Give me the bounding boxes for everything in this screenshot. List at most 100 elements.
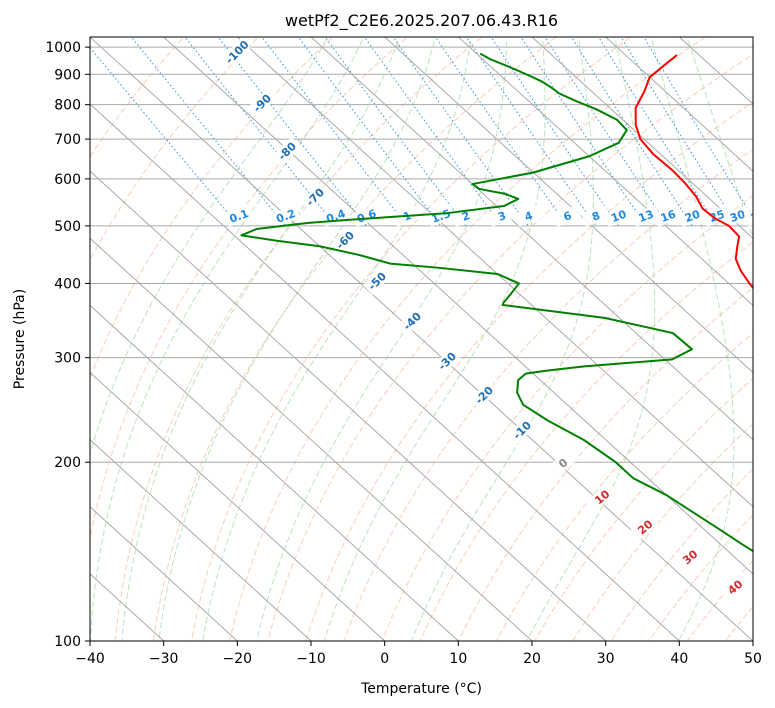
isotherm-label-bg: [507, 415, 537, 445]
mixing-ratio-label-bg: [677, 204, 707, 227]
mixing-ratio-label-bg: [487, 204, 517, 227]
dry-adiabat-line: [90, 37, 409, 541]
isotherm-label-bg: [330, 225, 360, 255]
mixing-ratio-label: 0.2: [275, 207, 298, 226]
mixing-ratio-label-bg: [552, 204, 582, 227]
mixing-ratio-label-bg: [581, 204, 611, 227]
temperature-profile-line: [634, 54, 753, 290]
dry-adiabat-line: [90, 37, 334, 380]
dry-adiabat-line: [419, 241, 753, 641]
mixing-ratio-line: [571, 37, 693, 227]
moist-adiabat-line: [323, 37, 546, 641]
mixing-ratio-label: 0.1: [228, 207, 251, 226]
x-tick-label: −40: [75, 651, 105, 667]
mixing-ratio-line: [324, 37, 467, 227]
dry-adiabat-line: [90, 37, 185, 158]
mixing-ratio-label: 30: [728, 208, 747, 226]
moist-adiabat-line: [526, 37, 656, 641]
mixing-ratio-line: [184, 37, 337, 227]
mixing-ratio-label: 16: [659, 208, 678, 226]
isotherm-line: [236, 37, 753, 508]
y-tick-label: 500: [54, 219, 81, 235]
isotherm-line: [162, 37, 753, 575]
mixing-ratio-line: [620, 37, 738, 227]
dry-adiabat-line: [190, 37, 632, 641]
chart-title: wetPf2_C2E6.2025.207.06.43.R16: [285, 11, 558, 31]
dry-adiabats: [90, 37, 753, 641]
mixing-ratio-lines: [90, 37, 753, 227]
isotherm-line: [383, 37, 753, 374]
moist-adiabat-line: [90, 37, 329, 457]
mixing-ratio-label: 0.6: [355, 207, 378, 226]
mixing-ratio-label: 20: [683, 208, 702, 226]
moist-adiabat-line: [686, 37, 753, 239]
y-tick-label: 100: [54, 634, 81, 650]
x-tick-label: 20: [523, 651, 541, 667]
isotherm-line: [90, 170, 607, 641]
pressure-gridlines: [90, 46, 753, 641]
mixing-ratio-label: 3: [496, 209, 508, 224]
x-tick-label: 50: [744, 651, 762, 667]
dry-adiabat-label-bg: [630, 513, 660, 541]
mixing-ratio-label-bg: [722, 204, 753, 227]
x-tick-label: 30: [597, 651, 615, 667]
isotherm-line: [310, 37, 753, 441]
mixing-ratio-label-bg: [426, 204, 456, 227]
isotherm-line: [90, 304, 460, 641]
y-tick-label: 900: [54, 67, 81, 83]
mixing-ratio-label: 13: [637, 208, 656, 225]
mixing-ratio-line: [434, 37, 568, 227]
mixing-ratio-label: 25: [708, 208, 727, 225]
y-tick-label: 400: [54, 276, 81, 292]
isotherm-label-bg: [222, 37, 252, 67]
mixing-ratio-label: 1.5: [430, 207, 453, 226]
mixing-ratio-label-bg: [224, 204, 254, 227]
dry-adiabat-label-bg: [720, 573, 750, 601]
mixing-ratio-label-bg: [702, 204, 732, 227]
isotherm-label-bg: [300, 182, 330, 212]
mixing-ratio-line: [130, 37, 287, 227]
mixing-ratio-label: 10: [609, 208, 628, 226]
mixing-ratio-label: 8: [590, 209, 602, 224]
moist-adiabat-line: [90, 37, 365, 641]
isotherm-line: [90, 237, 533, 641]
isotherm-line: [90, 103, 681, 641]
dry-adiabat-line: [534, 377, 753, 641]
moist-adiabat-line: [650, 37, 735, 641]
mixing-ratio-line: [544, 37, 669, 227]
dry-adiabat-line: [343, 148, 753, 641]
mixing-ratio-label-bg: [271, 204, 301, 227]
mixing-ratio-line: [598, 37, 718, 227]
isotherm-label: -100: [223, 38, 252, 67]
mixing-ratio-label: 2: [460, 209, 472, 224]
dry-adiabat-line: [572, 423, 753, 641]
mixing-ratio-line: [465, 37, 597, 227]
x-tick-label: −20: [223, 651, 253, 667]
plot-area: -100-90-80-70-60-50-40-30-20-100.1 0.2 0.4…: [90, 37, 753, 641]
plot-frame: [89, 36, 754, 642]
x-axis-label: Temperature (°C): [360, 681, 482, 697]
dry-adiabat-label-bg: [548, 449, 578, 477]
y-tick-label: 200: [54, 455, 81, 471]
isotherm-label-bg: [469, 380, 499, 410]
moist-adiabat-line: [410, 37, 594, 641]
isotherm-line: [531, 37, 753, 240]
mixing-ratio-line: [520, 37, 647, 227]
isotherm-line: [457, 37, 753, 307]
isotherm-line: [90, 506, 239, 641]
y-tick-label: 1000: [45, 40, 81, 56]
mixing-ratio-line: [490, 37, 620, 227]
mixing-ratio-line: [90, 46, 240, 227]
mixing-ratio-line: [643, 37, 753, 219]
x-tick-label: −10: [296, 651, 326, 667]
mixing-ratio-label: 6: [562, 209, 574, 224]
x-tick-label: 10: [449, 651, 467, 667]
mixing-ratio-line: [363, 37, 503, 227]
dry-adiabat-line: [90, 37, 260, 262]
mixing-ratio-label: 4: [523, 209, 535, 224]
y-tick-label: 700: [54, 132, 81, 148]
mixing-ratio-line: [261, 37, 408, 227]
y-tick-label: 800: [54, 98, 81, 114]
